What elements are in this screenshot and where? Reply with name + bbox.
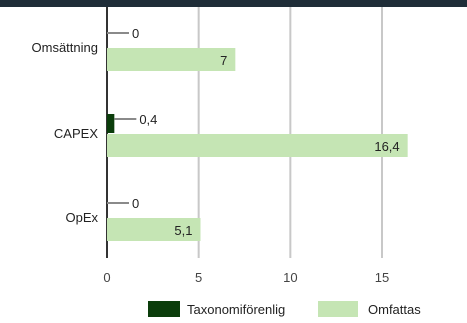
- bar-Omfattas: [107, 48, 236, 71]
- data-label-Taxonomiförenlig: 0,4: [139, 112, 157, 127]
- x-tick-label: 5: [195, 270, 202, 285]
- x-tick-label: 10: [283, 270, 297, 285]
- data-label-Omfattas: 16,4: [374, 139, 399, 154]
- category-label: Omsättning: [32, 40, 98, 55]
- category-label: CAPEX: [54, 126, 98, 141]
- x-tick-label: 0: [103, 270, 110, 285]
- legend-swatch-Omfattas: [318, 301, 358, 317]
- bar-Omfattas: [107, 218, 201, 241]
- bar-Taxonomiförenlig: [107, 114, 115, 133]
- data-label-Taxonomiförenlig: 0: [132, 26, 139, 41]
- legend-swatch-Taxonomiförenlig: [148, 301, 180, 317]
- legend-label-Omfattas: Omfattas: [368, 302, 421, 317]
- x-tick-label: 15: [375, 270, 389, 285]
- bar-Omfattas: [107, 134, 408, 157]
- data-label-Omfattas: 7: [220, 53, 227, 68]
- data-label-Taxonomiförenlig: 0: [132, 196, 139, 211]
- legend-label-Taxonomiförenlig: Taxonomiförenlig: [187, 302, 285, 317]
- category-label: OpEx: [65, 210, 98, 225]
- top-bar: [0, 0, 467, 7]
- data-label-Omfattas: 5,1: [174, 223, 192, 238]
